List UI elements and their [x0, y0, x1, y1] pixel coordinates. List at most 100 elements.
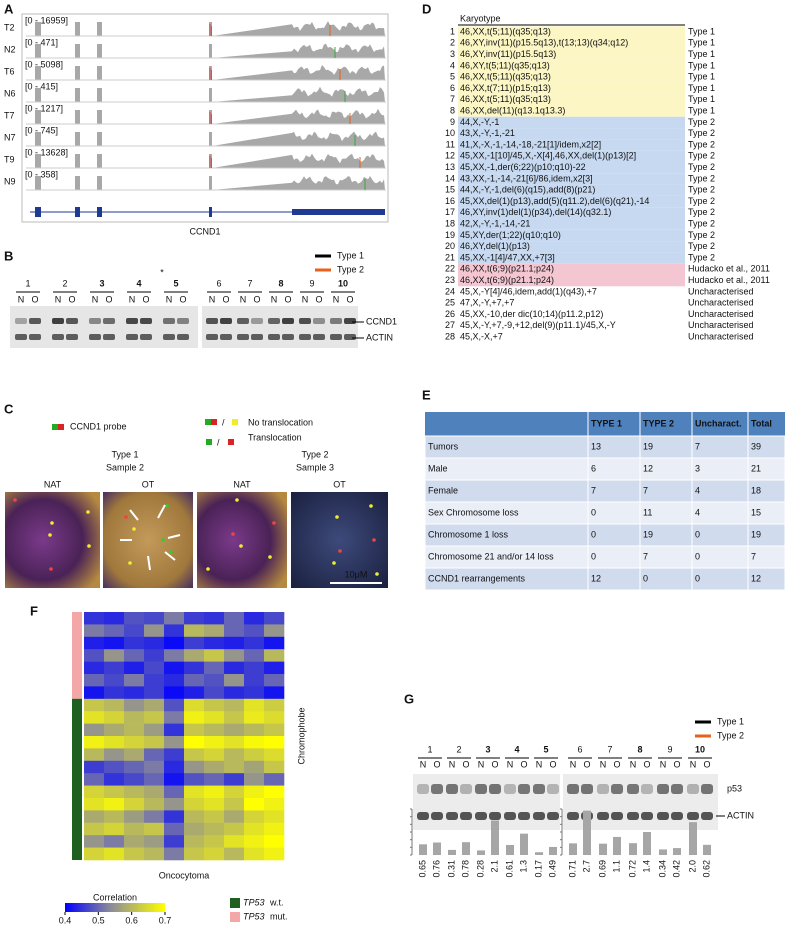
probe-label: CCND1 probe — [70, 421, 127, 431]
gene-exon — [292, 209, 385, 215]
fish-dot — [332, 561, 336, 565]
karyotype: 46,XY,inv(1)del(1)(p34),del(14)(q32.1) — [460, 207, 611, 217]
row-number: 15 — [445, 185, 455, 195]
lane-sub: N — [129, 294, 136, 304]
heat-cell — [144, 698, 165, 712]
row-bg — [458, 162, 685, 174]
fish-dot — [165, 504, 169, 508]
blot-band — [52, 318, 64, 324]
karyotype: 45,XX,-1[4]/47,XX,+7[3] — [460, 252, 555, 262]
lane-number: 4 — [136, 278, 141, 288]
fish-dot — [13, 498, 17, 502]
cell: 39 — [751, 441, 761, 451]
blot-band — [330, 334, 342, 340]
blot-band — [15, 318, 27, 324]
group-type: Type 2 — [301, 449, 328, 459]
heat-cell — [84, 748, 105, 762]
heat-cell — [164, 760, 185, 774]
karyotype: 46,XX,t(6;9)(p21.1;p24) — [460, 264, 554, 274]
heat-cell — [224, 835, 245, 848]
heat-cell — [144, 822, 165, 836]
row-bg — [458, 105, 685, 117]
lane-sub: O — [433, 759, 440, 769]
fish-dot — [50, 521, 54, 525]
heat-cell — [224, 612, 245, 625]
lane-sub: N — [507, 759, 514, 769]
bar-value-label: 0.49 — [547, 860, 557, 878]
heat-cell — [84, 624, 105, 638]
row-group-bar — [72, 698, 82, 860]
blot-band — [567, 784, 579, 794]
karyotype: 43,X,-Y,-1,-21 — [460, 128, 515, 138]
lane-sub: O — [346, 294, 353, 304]
column-header: TYPE 1 — [591, 418, 622, 428]
blot-band — [489, 812, 501, 820]
heat-cell — [224, 624, 245, 638]
colorbar — [65, 903, 165, 912]
heat-cell — [124, 785, 145, 799]
heat-cell — [84, 686, 105, 700]
blot-band — [177, 318, 189, 324]
lane-number: 6 — [577, 744, 582, 754]
heat-cell — [104, 748, 125, 762]
heat-cell — [124, 798, 145, 811]
lane-sub: O — [549, 759, 556, 769]
cell: 0 — [695, 529, 700, 539]
blot-band — [431, 812, 443, 820]
coverage — [26, 43, 386, 58]
coverage — [26, 176, 386, 190]
blot-band — [52, 334, 64, 340]
heat-cell — [264, 723, 285, 737]
heat-cell — [84, 698, 105, 712]
heat-cell — [164, 698, 185, 712]
fish-image — [5, 492, 100, 588]
heat-cell — [164, 636, 185, 650]
row-type: Type 2 — [688, 139, 715, 149]
lane-sub: O — [31, 294, 38, 304]
legend-label: Type 1 — [337, 250, 364, 260]
legend-sep: / — [217, 437, 220, 447]
fish-image — [103, 492, 193, 588]
image-label: NAT — [233, 479, 251, 489]
row-name: Male — [428, 463, 448, 473]
blot-band — [251, 318, 263, 324]
track-range: [0 - 13628] — [25, 147, 68, 157]
heat-cell — [184, 612, 205, 625]
heat-cell — [144, 636, 165, 650]
fish-dot — [161, 538, 165, 542]
heat-cell — [204, 748, 225, 762]
fish-image — [291, 492, 388, 588]
heat-cell — [244, 698, 265, 712]
heat-cell — [104, 835, 125, 848]
heat-cell — [104, 698, 125, 712]
cell: 4 — [695, 485, 700, 495]
heat-cell — [244, 661, 265, 675]
karyotype: 45,XX,-10,der dic(10;14)(p11.2,p12) — [460, 309, 603, 319]
heat-cell — [244, 773, 265, 786]
row-bg — [458, 218, 685, 230]
row-bg — [458, 82, 685, 95]
bar-value-label: 0.61 — [504, 860, 514, 878]
gene-exon — [75, 207, 80, 217]
track-range: [0 - 1217] — [25, 103, 63, 113]
lane-sub: N — [600, 759, 607, 769]
blot-band — [489, 784, 501, 794]
lane-number: 1 — [427, 744, 432, 754]
row-bg — [458, 263, 685, 275]
heat-cell — [224, 686, 245, 700]
heat-cell — [184, 748, 205, 762]
legend-label: Translocation — [248, 432, 302, 442]
heat-cell — [164, 785, 185, 799]
heat-cell — [144, 674, 165, 687]
heat-cell — [204, 736, 225, 749]
group-sample: Sample 2 — [106, 462, 144, 472]
lane-sub: O — [179, 294, 186, 304]
blot-band — [126, 318, 138, 324]
coverage — [26, 108, 386, 124]
track-name: T9 — [4, 154, 15, 164]
blot-band — [220, 334, 232, 340]
image-label: OT — [142, 479, 155, 489]
heat-cell — [164, 661, 185, 675]
blot-band — [299, 334, 311, 340]
lane-number: 5 — [543, 744, 548, 754]
